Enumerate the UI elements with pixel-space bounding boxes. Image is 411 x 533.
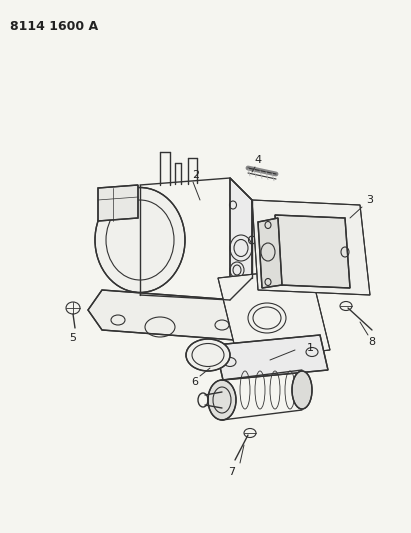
Polygon shape <box>275 215 350 288</box>
Text: 5: 5 <box>69 333 76 343</box>
Polygon shape <box>258 218 282 288</box>
Text: 1: 1 <box>307 343 314 353</box>
Text: 4: 4 <box>254 155 261 165</box>
Text: 6: 6 <box>192 377 199 387</box>
Polygon shape <box>252 200 370 295</box>
Polygon shape <box>88 290 248 340</box>
Ellipse shape <box>95 188 185 293</box>
Polygon shape <box>98 185 138 221</box>
Polygon shape <box>218 268 330 360</box>
Text: 2: 2 <box>192 170 200 180</box>
Polygon shape <box>215 335 328 380</box>
Text: 8114 1600 A: 8114 1600 A <box>10 20 98 33</box>
Text: 8: 8 <box>368 337 376 347</box>
Text: 3: 3 <box>367 195 374 205</box>
Ellipse shape <box>186 339 230 371</box>
Text: 7: 7 <box>229 467 236 477</box>
Ellipse shape <box>292 371 312 409</box>
Ellipse shape <box>208 380 236 420</box>
Polygon shape <box>230 178 252 300</box>
